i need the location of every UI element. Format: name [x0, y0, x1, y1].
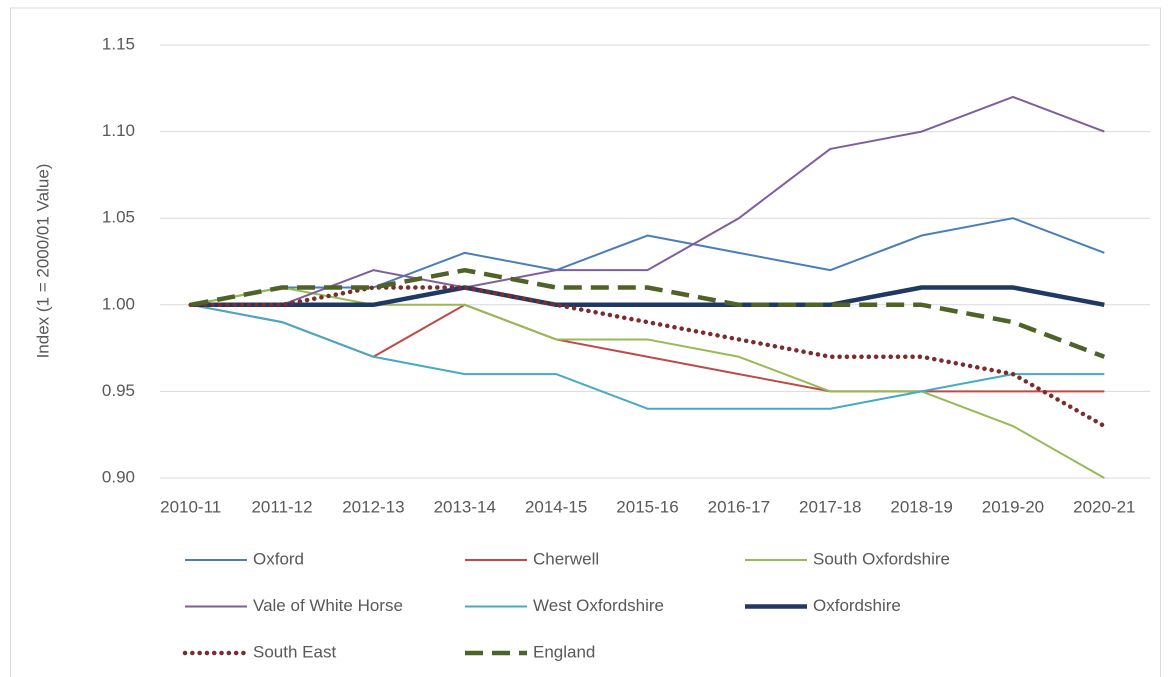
x-tick-label: 2016-17 [708, 497, 770, 516]
y-tick-label: 0.95 [102, 381, 135, 400]
series-line [190, 95, 1105, 306]
y-tick-label: 1.05 [102, 208, 135, 227]
legend-label: Vale of White Horse [253, 596, 403, 615]
series-line [190, 286, 1105, 479]
x-tick-label: 2018-19 [890, 497, 952, 516]
legend-label: West Oxfordshire [533, 596, 664, 615]
series-line [190, 217, 1105, 306]
series-line [190, 285, 1105, 308]
y-tick-label: 1.15 [102, 34, 135, 53]
x-tick-label: 2011-12 [251, 497, 312, 516]
legend-label: South Oxfordshire [813, 549, 950, 568]
legend-label: Oxfordshire [813, 596, 901, 615]
series-line [190, 267, 1106, 359]
x-tick-label: 2012-13 [342, 497, 404, 516]
series-line [190, 303, 1105, 410]
x-tick-label: 2015-16 [616, 497, 678, 516]
series-line [188, 285, 1107, 429]
x-tick-label: 2019-20 [982, 497, 1044, 516]
legend-label: Oxford [253, 549, 304, 568]
x-tick-label: 2017-18 [799, 497, 861, 516]
legend-label: South East [253, 642, 336, 661]
y-axis-label: Index (1 = 2000/01 Value) [33, 164, 52, 359]
x-tick-label: 2010-11 [160, 497, 221, 516]
x-tick-label: 2020-21 [1073, 497, 1135, 516]
y-tick-label: 1.10 [102, 121, 135, 140]
y-tick-label: 0.90 [102, 467, 135, 486]
x-tick-label: 2013-14 [434, 497, 496, 516]
series-line [190, 303, 1105, 393]
legend-label: England [533, 642, 595, 661]
legend-label: Cherwell [533, 549, 599, 568]
chart-frame [10, 7, 1161, 677]
y-tick-label: 1.00 [102, 294, 135, 313]
x-tick-label: 2014-15 [525, 497, 587, 516]
